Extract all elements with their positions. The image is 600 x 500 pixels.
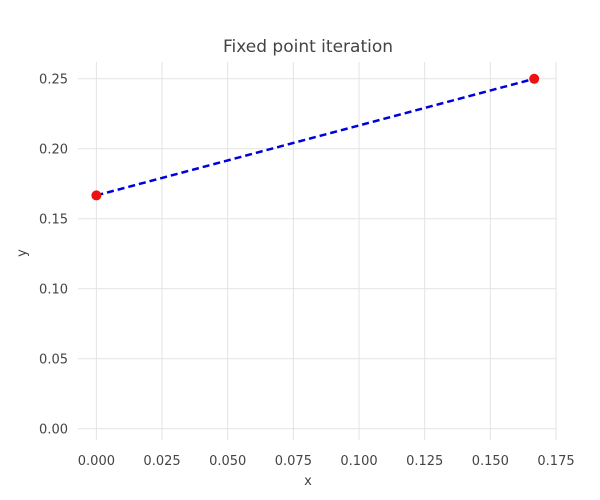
x-tick-label: 0.075 bbox=[275, 454, 312, 469]
x-tick-label: 0.000 bbox=[78, 454, 115, 469]
x-tick-label: 0.175 bbox=[537, 454, 574, 469]
x-axis-label: x bbox=[304, 474, 312, 489]
x-tick-label: 0.150 bbox=[472, 454, 509, 469]
y-tick-label: 0.10 bbox=[39, 282, 68, 297]
x-tick-label: 0.025 bbox=[143, 454, 180, 469]
y-tick-label: 0.15 bbox=[39, 212, 68, 227]
x-tick-labels: 0.000 0.025 0.050 0.075 0.100 0.125 0.150 0.175 bbox=[78, 454, 575, 469]
grid bbox=[78, 62, 557, 440]
x-tick-label: 0.125 bbox=[406, 454, 443, 469]
series bbox=[91, 73, 540, 201]
data-point bbox=[529, 73, 540, 84]
y-tick-label: 0.05 bbox=[39, 352, 68, 367]
chart-title: Fixed point iteration bbox=[223, 37, 393, 57]
y-tick-label: 0.20 bbox=[39, 142, 68, 157]
data-point bbox=[91, 190, 102, 201]
y-tick-labels: 0.00 0.05 0.10 0.15 0.20 0.25 bbox=[39, 72, 68, 437]
y-axis-label: y bbox=[15, 249, 30, 257]
x-tick-label: 0.050 bbox=[209, 454, 246, 469]
x-tick-label: 0.100 bbox=[340, 454, 377, 469]
y-tick-label: 0.00 bbox=[39, 422, 68, 437]
y-tick-label: 0.25 bbox=[39, 72, 68, 87]
series-line bbox=[96, 77, 535, 197]
